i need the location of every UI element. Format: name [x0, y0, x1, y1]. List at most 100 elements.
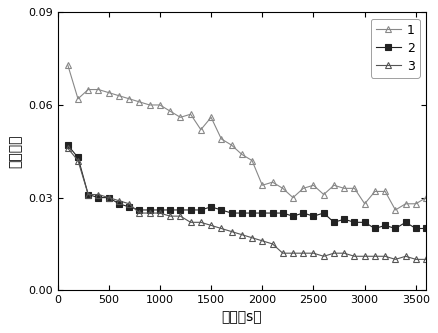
2	[198, 208, 203, 212]
2	[300, 211, 305, 215]
3	[249, 236, 254, 240]
3	[381, 254, 387, 258]
2	[341, 217, 346, 221]
3	[228, 229, 233, 233]
1	[116, 94, 121, 98]
2	[116, 202, 121, 206]
3	[198, 220, 203, 224]
3	[351, 254, 356, 258]
Y-axis label: 摩擦系数: 摩擦系数	[8, 135, 22, 168]
2	[423, 226, 428, 230]
1	[381, 189, 387, 193]
3	[65, 146, 70, 150]
2	[381, 223, 387, 227]
Line: 2: 2	[65, 142, 428, 231]
1	[300, 186, 305, 190]
1	[320, 192, 325, 196]
3	[137, 211, 142, 215]
2	[218, 208, 223, 212]
3	[341, 251, 346, 255]
1	[351, 186, 356, 190]
2	[157, 208, 162, 212]
1	[167, 109, 173, 113]
1	[228, 143, 233, 147]
1	[412, 202, 417, 206]
2	[402, 220, 407, 224]
2	[85, 192, 91, 196]
3	[167, 214, 173, 218]
3	[300, 251, 305, 255]
1	[341, 186, 346, 190]
2	[331, 220, 336, 224]
1	[75, 97, 81, 101]
2	[412, 226, 417, 230]
2	[371, 226, 377, 230]
1	[126, 97, 131, 101]
1	[310, 183, 315, 187]
2	[320, 211, 325, 215]
2	[249, 211, 254, 215]
2	[177, 208, 183, 212]
2	[106, 195, 111, 199]
3	[147, 211, 152, 215]
3	[157, 211, 162, 215]
3	[259, 239, 264, 243]
3	[310, 251, 315, 255]
3	[187, 220, 193, 224]
3	[331, 251, 336, 255]
1	[65, 63, 70, 67]
3	[412, 257, 417, 261]
2	[259, 211, 264, 215]
3	[106, 195, 111, 199]
X-axis label: 时间（s）: 时间（s）	[221, 311, 261, 325]
1	[392, 208, 397, 212]
1	[177, 115, 183, 119]
Line: 1: 1	[65, 62, 428, 213]
2	[187, 208, 193, 212]
3	[423, 257, 428, 261]
2	[228, 211, 233, 215]
3	[85, 192, 91, 196]
3	[290, 251, 295, 255]
1	[402, 202, 407, 206]
2	[310, 214, 315, 218]
2	[208, 205, 213, 209]
1	[331, 183, 336, 187]
1	[249, 159, 254, 163]
2	[269, 211, 275, 215]
3	[95, 192, 101, 196]
1	[371, 189, 377, 193]
3	[116, 199, 121, 203]
1	[208, 115, 213, 119]
3	[402, 254, 407, 258]
1	[239, 153, 244, 157]
1	[147, 103, 152, 107]
3	[392, 257, 397, 261]
1	[218, 137, 223, 141]
2	[167, 208, 173, 212]
2	[147, 208, 152, 212]
1	[137, 100, 142, 104]
1	[85, 88, 91, 92]
1	[95, 88, 101, 92]
3	[177, 214, 183, 218]
Legend: 1, 2, 3: 1, 2, 3	[370, 19, 419, 78]
3	[75, 159, 81, 163]
3	[208, 223, 213, 227]
2	[239, 211, 244, 215]
1	[106, 91, 111, 95]
1	[198, 128, 203, 132]
2	[75, 156, 81, 160]
3	[218, 226, 223, 230]
2	[392, 226, 397, 230]
1	[269, 180, 275, 184]
1	[187, 112, 193, 116]
1	[157, 103, 162, 107]
3	[126, 202, 131, 206]
3	[371, 254, 377, 258]
3	[279, 251, 285, 255]
1	[279, 186, 285, 190]
1	[423, 195, 428, 199]
2	[361, 220, 367, 224]
1	[259, 183, 264, 187]
